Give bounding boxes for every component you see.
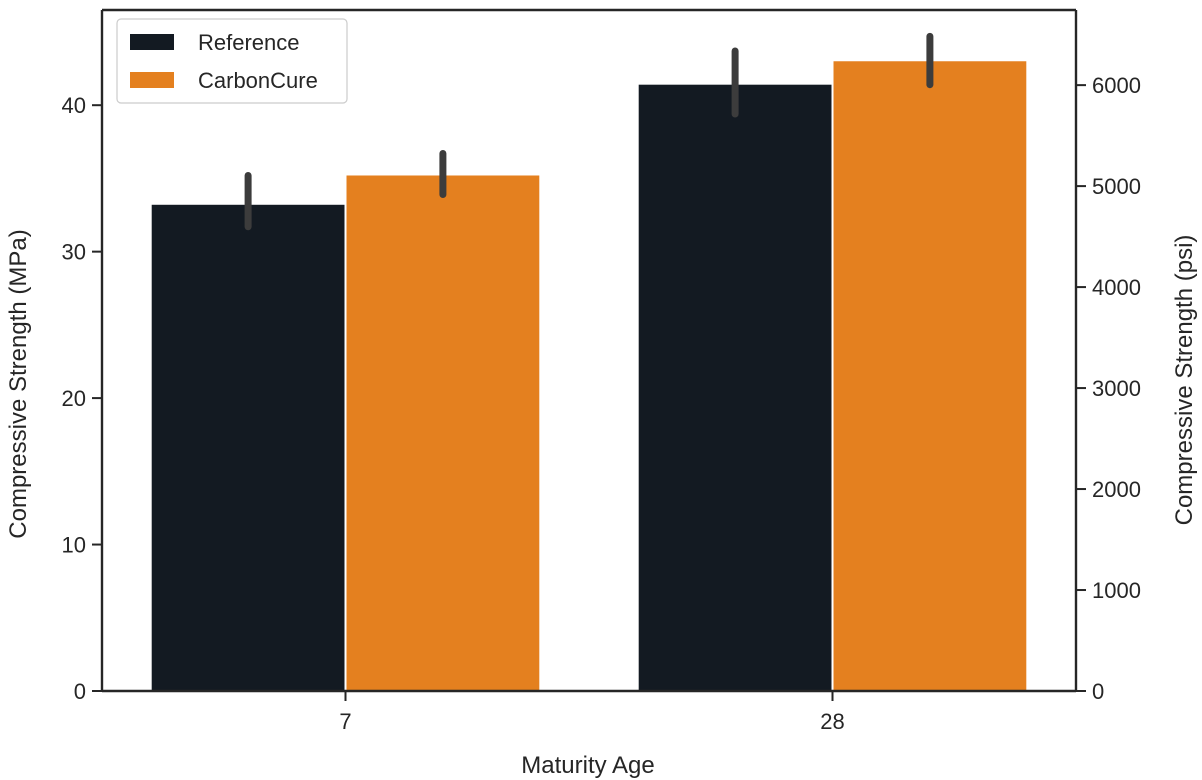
y2-tick-label-3000: 3000	[1092, 376, 1141, 401]
legend-frame	[116, 18, 348, 104]
y-tick-label-30: 30	[62, 240, 86, 265]
legend: Reference CarbonCure	[116, 18, 348, 104]
bar-carboncure-28	[833, 61, 1027, 692]
legend-label-carboncure: CarbonCure	[198, 68, 318, 93]
y2-tick-label-5000: 5000	[1092, 174, 1141, 199]
y-tick-label-10: 10	[62, 533, 86, 558]
y2-tick-label-1000: 1000	[1092, 578, 1141, 603]
y-axis-label-right: Compressive Strength (psi)	[1171, 235, 1198, 526]
y2-tick-label-2000: 2000	[1092, 477, 1141, 502]
y2-tick-label-6000: 6000	[1092, 73, 1141, 98]
legend-swatch-reference	[130, 34, 174, 50]
bar-carboncure-7	[346, 175, 540, 691]
x-axis-label: Maturity Age	[521, 752, 654, 779]
bar-reference-28	[638, 84, 832, 692]
x-tick-label-28: 28	[820, 709, 844, 734]
legend-swatch-carboncure	[130, 72, 174, 88]
y2-tick-label-4000: 4000	[1092, 275, 1141, 300]
bars-layer	[151, 61, 1027, 692]
errorbars-layer	[244, 32, 934, 231]
axes-layer	[100, 8, 1078, 693]
y-axis-label-left: Compressive Strength (MPa)	[5, 229, 32, 538]
y-tick-label-0: 0	[74, 679, 86, 704]
legend-label-reference: Reference	[198, 30, 300, 55]
y-tick-label-40: 40	[62, 93, 86, 118]
bar-reference-7	[151, 204, 345, 691]
x-tick-label-7: 7	[339, 709, 351, 734]
y-tick-label-20: 20	[62, 386, 86, 411]
y2-tick-label-0: 0	[1092, 679, 1104, 704]
ticks-layer: 0 10 20 30 40 0 1000 2000 3000 4000 5000 6000 7 28	[62, 73, 1141, 734]
